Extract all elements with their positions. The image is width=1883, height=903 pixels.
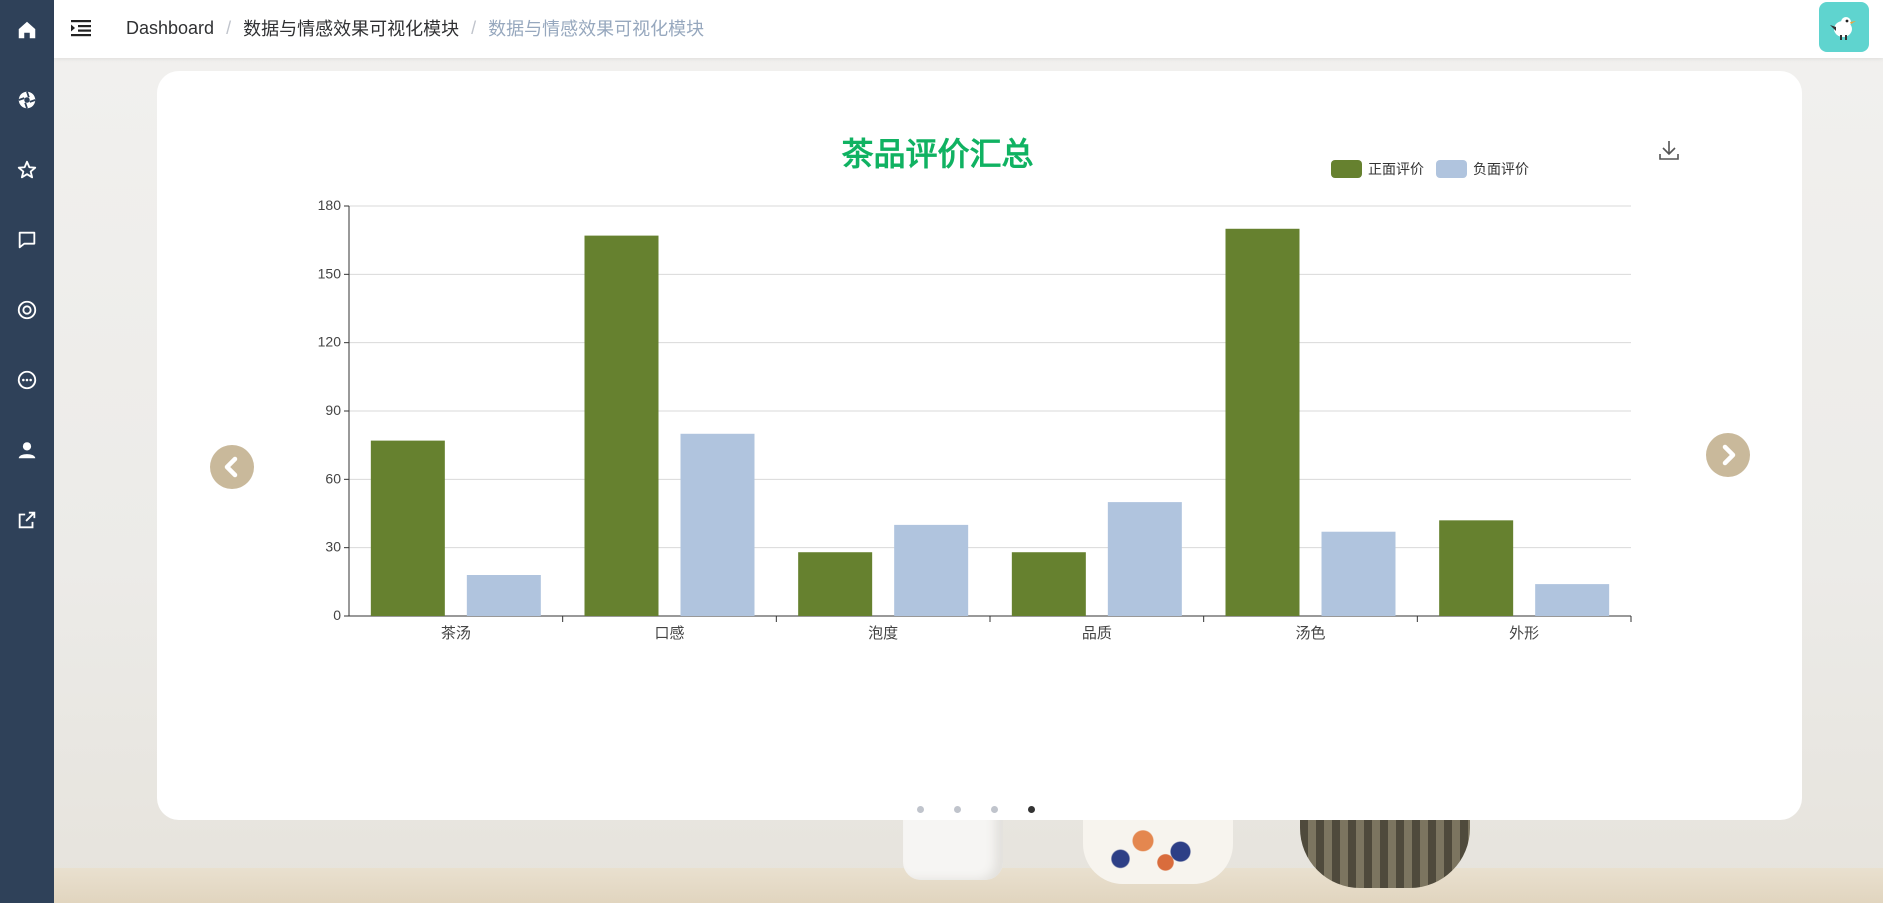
carousel-dot-active[interactable] (1028, 806, 1035, 813)
background-teacup (1083, 812, 1233, 884)
breadcrumb-separator: / (226, 17, 232, 38)
sidebar-item-external[interactable] (9, 502, 45, 538)
breadcrumb-separator: / (471, 17, 477, 38)
x-tick-label: 外形 (1509, 625, 1539, 642)
chat-bubble-icon (17, 370, 37, 390)
y-tick-label: 60 (325, 470, 341, 486)
y-tick-label: 30 (325, 539, 341, 555)
bar-negative (680, 433, 755, 616)
x-tick-label: 口感 (654, 625, 684, 642)
x-tick-label: 泡度 (868, 625, 898, 642)
x-tick-label: 汤色 (1295, 625, 1325, 642)
sidebar-item-home[interactable] (9, 12, 45, 48)
chart-card: 茶品评价汇总 正面评价 负面评价 0 30 60 90 120 150 180 茶汤 口感 泡度 品… (157, 71, 1802, 820)
download-icon (1659, 141, 1679, 160)
bar-negative (1321, 531, 1396, 616)
carousel-dot[interactable] (917, 806, 924, 813)
background-pot (1300, 808, 1470, 888)
chevron-left-icon (224, 456, 238, 478)
carousel-indicators (917, 806, 1065, 813)
legend-label-positive: 正面评价 (1368, 161, 1424, 177)
star-icon (17, 160, 37, 179)
legend-swatch-negative (1436, 160, 1467, 178)
external-link-icon (18, 511, 36, 529)
top-bar: Dashboard / 数据与情感效果可视化模块 / 数据与情感效果可视化模块 (54, 0, 1883, 58)
bar-positive (584, 235, 659, 616)
carousel-dot[interactable] (954, 806, 961, 813)
aperture-icon (18, 91, 36, 109)
carousel-prev-button[interactable] (210, 445, 254, 489)
sidebar-item-support[interactable] (9, 292, 45, 328)
user-avatar[interactable] (1819, 2, 1869, 52)
legend-swatch-positive (1331, 160, 1362, 178)
avatar-bird-icon (1830, 17, 1856, 40)
bar-negative (1535, 584, 1610, 616)
breadcrumb: Dashboard / 数据与情感效果可视化模块 / 数据与情感效果可视化模块 (126, 15, 704, 41)
y-tick-label: 150 (318, 265, 342, 281)
carousel-next-button[interactable] (1706, 433, 1750, 477)
lifebuoy-icon (17, 300, 37, 320)
bar-negative (466, 575, 541, 616)
sidebar-item-user[interactable] (9, 432, 45, 468)
home-icon (18, 21, 36, 39)
breadcrumb-dashboard[interactable]: Dashboard (126, 17, 215, 38)
background-cup (903, 810, 1003, 880)
x-tick-label: 品质 (1082, 625, 1112, 642)
legend-label-negative: 负面评价 (1473, 161, 1529, 177)
breadcrumb-module[interactable]: 数据与情感效果可视化模块 (243, 19, 460, 39)
sidebar-item-messages[interactable] (9, 222, 45, 258)
chart-title: 茶品评价汇总 (841, 136, 1034, 172)
legend-item-positive[interactable]: 正面评价 (1331, 159, 1424, 179)
bar-positive (370, 440, 445, 616)
y-tick-label: 180 (318, 197, 342, 213)
sidebar-item-chat[interactable] (9, 362, 45, 398)
sidebar-item-favorites[interactable] (9, 152, 45, 188)
sidebar-toggle-button[interactable] (70, 17, 92, 39)
menu-fold-icon (71, 20, 91, 37)
sidebar-item-aperture[interactable] (9, 82, 45, 118)
save-image-button[interactable] (1657, 138, 1681, 162)
carousel-dot[interactable] (991, 806, 998, 813)
bar-positive (1439, 520, 1514, 616)
sidebar (0, 0, 54, 903)
bar-positive (798, 552, 873, 616)
bar-negative (1107, 502, 1182, 616)
user-icon (18, 442, 36, 459)
chevron-right-icon (1722, 444, 1736, 466)
bar-negative (894, 524, 969, 616)
bar-positive (1011, 552, 1086, 616)
x-tick-label: 茶汤 (441, 625, 471, 642)
bar-positive (1225, 228, 1300, 616)
y-tick-label: 90 (325, 402, 341, 418)
y-tick-label: 120 (318, 334, 342, 350)
chart-legend: 正面评价 负面评价 (1331, 159, 1541, 179)
message-square-icon (18, 231, 36, 249)
y-tick-label: 0 (333, 607, 341, 623)
bar-chart: 0 30 60 90 120 150 180 茶汤 口感 泡度 品质 汤色 外形 (318, 197, 1632, 642)
legend-item-negative[interactable]: 负面评价 (1436, 159, 1529, 179)
breadcrumb-current: 数据与情感效果可视化模块 (488, 19, 705, 39)
